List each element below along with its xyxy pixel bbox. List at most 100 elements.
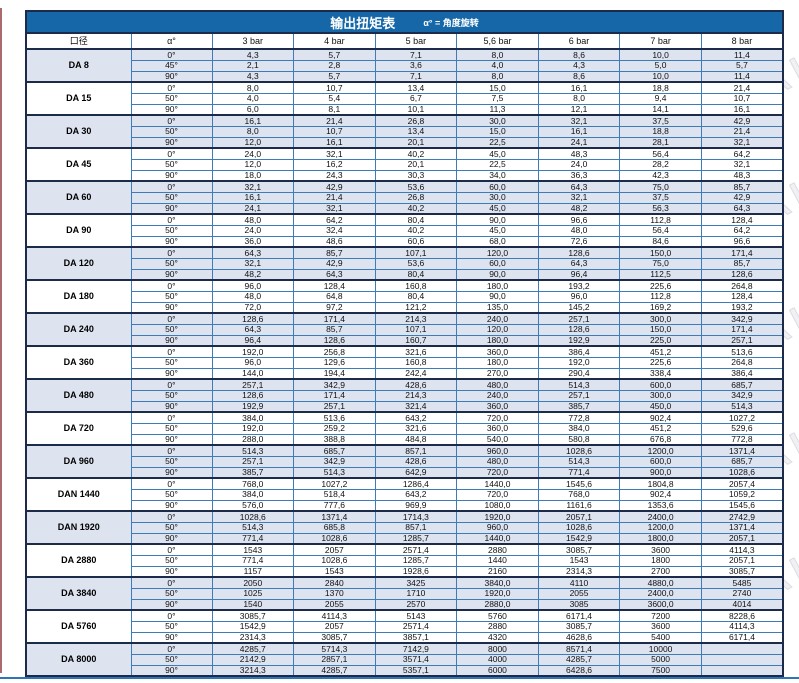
torque-cell: 128,6 — [537, 246, 621, 258]
torque-cell: 5,0 — [619, 59, 702, 71]
table-row: 50° 1542,9 2057 2571,4 2880 3085,7 3600 4114,3 — [26, 620, 784, 632]
angle-cell: 50° — [130, 92, 213, 104]
torque-cell: 160,8 — [374, 356, 458, 368]
torque-cell: 321,4 — [374, 400, 458, 412]
torque-cell: 1542,9 — [211, 620, 295, 632]
torque-cell: 90,0 — [456, 290, 539, 302]
torque-cell: 120,0 — [456, 323, 539, 335]
torque-cell: 514,3 — [537, 378, 621, 390]
torque-cell: 6,0 — [211, 103, 295, 115]
torque-cell: 1028,6 — [537, 521, 621, 533]
torque-cell: 1371,4 — [293, 510, 376, 522]
torque-cell: 75,0 — [619, 180, 702, 192]
torque-cell: 3085,7 — [293, 631, 376, 643]
torque-cell: 40,2 — [374, 147, 458, 159]
torque-cell: 4114,3 — [293, 609, 376, 621]
angle-cell: 0° — [130, 543, 213, 555]
torque-cell: 30,0 — [456, 114, 539, 126]
size-cell: DA 960 — [25, 444, 132, 478]
torque-cell: 2160 — [456, 565, 539, 577]
torque-cell: 1028,6 — [700, 466, 784, 478]
torque-cell: 257,1 — [700, 334, 784, 346]
table-row: DA 360 0° 192,0 256,8 321,6 360,0 386,4 451,2 51… — [25, 345, 784, 379]
torque-cell: 45,0 — [456, 224, 539, 236]
torque-cell: 1200,0 — [619, 444, 702, 456]
torque-cell: 4014 — [700, 598, 784, 610]
torque-cell: 338,4 — [619, 367, 702, 379]
torque-cell: 342,9 — [700, 312, 784, 324]
torque-cell: 214,3 — [374, 389, 458, 401]
torque-cell: 428,6 — [374, 378, 458, 390]
table-row: 90° 192,9 257,1 321,4 360,0 385,7 450,0 514,3 — [26, 400, 784, 412]
torque-cell: 2880 — [456, 620, 539, 632]
torque-cell: 48,2 — [211, 268, 295, 280]
torque-cell: 342,9 — [293, 378, 376, 390]
size-cell: DA 3840 — [25, 576, 132, 610]
torque-cell: 96,6 — [537, 213, 621, 225]
torque-cell: 64,2 — [700, 147, 784, 159]
table-row: 50° 16,1 21,4 26,8 30,0 32,1 37,5 42,9 — [26, 191, 784, 203]
torque-cell: 514,3 — [211, 521, 295, 533]
torque-cell: 4285,7 — [211, 642, 295, 654]
table-row: 50° 4,0 5,4 6,7 7,5 8,0 9,4 10,7 — [26, 92, 784, 104]
table-row: DA 8000 0° 4285,7 5714,3 7142,9 8000 8571,4 100… — [25, 642, 784, 676]
torque-cell: 2050 — [211, 576, 295, 588]
torque-cell: 1028,6 — [293, 554, 376, 566]
torque-cell: 1920,0 — [456, 510, 539, 522]
torque-cell: 4000 — [456, 653, 539, 665]
torque-cell: 1025 — [211, 587, 295, 599]
torque-cell: 768,0 — [537, 488, 621, 500]
size-cell: DA 720 — [25, 411, 132, 445]
torque-cell: 64,3 — [537, 257, 621, 269]
col-header: 口径 — [25, 33, 132, 50]
angle-cell: 0° — [130, 213, 213, 225]
torque-cell: 4285,7 — [293, 664, 376, 676]
table-title-bar: 输出扭矩表 α° = 角度旋转 — [25, 10, 784, 32]
table-row: 45° 2,1 2,8 3,6 4,0 4,3 5,0 5,7 — [26, 59, 784, 71]
torque-cell: 180,0 — [456, 334, 539, 346]
torque-cell: 2314,3 — [211, 631, 295, 643]
torque-cell: 20,1 — [374, 136, 458, 148]
torque-cell: 171,4 — [700, 246, 784, 258]
angle-cell: 0° — [130, 609, 213, 621]
torque-cell: 484,8 — [374, 433, 458, 445]
torque-cell: 15,0 — [456, 81, 539, 93]
torque-cell: 2400,0 — [619, 587, 702, 599]
torque-cell: 1545,6 — [537, 477, 621, 489]
table-row: 50° 24,0 32,4 40,2 45,0 48,0 56,4 64,2 — [26, 224, 784, 236]
torque-cell: 72,6 — [537, 235, 621, 247]
torque-cell: 1800 — [619, 554, 702, 566]
torque-cell: 24,1 — [211, 202, 295, 214]
torque-cell: 3085,7 — [211, 609, 295, 621]
torque-cell: 45,0 — [456, 147, 539, 159]
table-row: DA 45 0° 24,0 32,1 40,2 45,0 48,3 56,4 64,2 — [25, 147, 784, 181]
torque-cell: 1800,0 — [619, 532, 702, 544]
torque-cell: 5760 — [456, 609, 539, 621]
torque-cell: 1928,6 — [374, 565, 458, 577]
torque-cell: 13,4 — [374, 81, 458, 93]
table-row: 90° 18,0 24,3 30,3 34,0 36,3 42,3 48,3 — [26, 169, 784, 181]
angle-legend: α° = 角度旋转 — [423, 17, 479, 28]
torque-cell: 857,1 — [374, 444, 458, 456]
torque-cell: 2057,1 — [700, 554, 784, 566]
torque-cell: 902,4 — [619, 411, 702, 423]
torque-cell: 2142,9 — [211, 653, 295, 665]
angle-cell: 90° — [130, 565, 213, 577]
torque-cell: 360,0 — [456, 400, 539, 412]
torque-cell: 685,7 — [700, 378, 784, 390]
torque-cell: 26,8 — [374, 114, 458, 126]
table-row: 90° 4,3 5,7 7,1 8,0 8,6 10,0 11,4 — [26, 70, 784, 82]
table-row: 50° 2142,9 2857,1 3571,4 4000 4285,7 5000 — [26, 653, 784, 665]
torque-cell: 7142,9 — [374, 642, 458, 654]
torque-cell: 8000 — [456, 642, 539, 654]
torque-cell: 900,0 — [619, 466, 702, 478]
size-cell: DA 5760 — [25, 609, 132, 643]
torque-cell: 192,9 — [211, 400, 295, 412]
torque-cell: 42,3 — [619, 169, 702, 181]
torque-cell: 214,3 — [374, 312, 458, 324]
angle-cell: 0° — [130, 345, 213, 357]
size-cell: DA 120 — [25, 246, 132, 280]
angle-cell: 50° — [130, 455, 213, 467]
table-row: DAN 1440 0° 768,0 1027,2 1286,4 1440,0 1545,6 1… — [25, 477, 784, 511]
table-row: 90° 6,0 8,1 10,1 11,3 12,1 14,1 16,1 — [26, 103, 784, 115]
